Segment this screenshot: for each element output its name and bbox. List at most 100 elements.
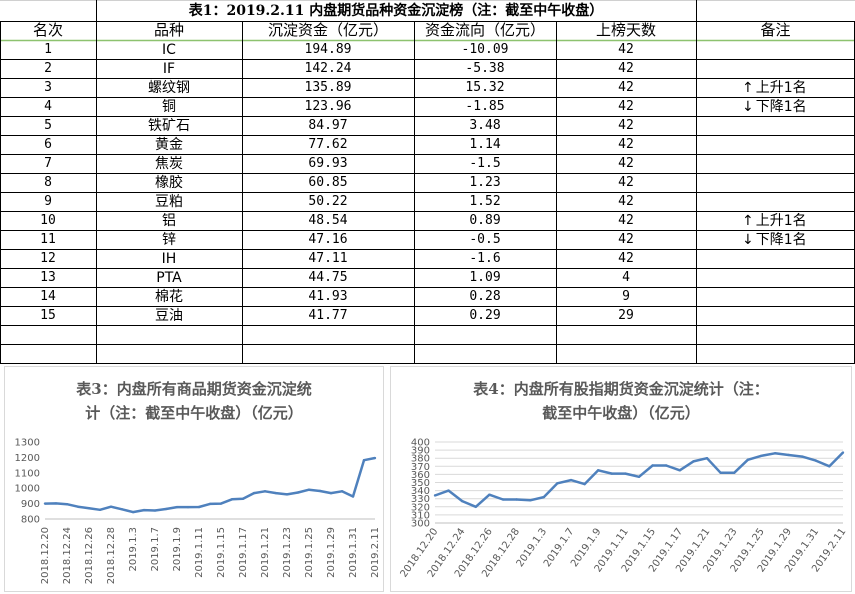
- data-point: [208, 502, 212, 506]
- arrow-up-icon: ↑: [742, 212, 754, 229]
- cell-flow: -0.5: [469, 232, 501, 247]
- cell-funds: 47.16: [308, 232, 348, 247]
- data-point: [787, 453, 790, 457]
- x-tick-label: 2019.1.3: [128, 527, 139, 572]
- cell-name: PTA: [156, 269, 182, 286]
- cell-note: [696, 135, 855, 154]
- data-point: [230, 498, 234, 501]
- cell-funds: 135.89: [304, 80, 352, 95]
- data-point: [54, 502, 58, 505]
- cell-flow: -10.09: [461, 42, 509, 57]
- data-point: [610, 472, 613, 475]
- data-point: [461, 499, 464, 503]
- cell-rank: 7: [44, 156, 52, 171]
- cell-funds: 41.77: [308, 308, 348, 323]
- y-tick-label: 350: [411, 478, 430, 489]
- cell-note: [696, 116, 855, 135]
- y-tick-label: 800: [21, 515, 40, 526]
- chart-title-line-1: 表3：内盘所有商品期货资金沉淀统: [76, 380, 312, 398]
- cell-funds: 60.85: [308, 175, 348, 190]
- chart-title: 表3：内盘所有商品期货资金沉淀统 计（注：截至中午收盘）（亿元）: [5, 377, 383, 425]
- data-point: [142, 508, 146, 512]
- y-tick-label: 360: [411, 470, 430, 481]
- header-cell: 沉淀资金（亿元）: [267, 21, 388, 39]
- data-point: [307, 488, 311, 491]
- data-point: [87, 507, 91, 510]
- data-point: [678, 469, 681, 472]
- cell-rank: 12: [40, 251, 56, 266]
- cell-rank: 1: [44, 42, 52, 57]
- cell-days: 42: [618, 80, 634, 95]
- rank-change-text: 下降1名: [755, 231, 807, 248]
- y-tick-label: 320: [411, 502, 430, 513]
- rank-change-text: 下降1名: [755, 98, 807, 115]
- data-point: [109, 505, 113, 508]
- cell-funds: 77.62: [308, 137, 348, 152]
- data-point: [746, 458, 749, 462]
- data-point: [65, 503, 69, 506]
- chart-commodity-funds: 表3：内盘所有商品期货资金沉淀统 计（注：截至中午收盘）（亿元） 800 900 1…: [4, 366, 384, 592]
- cell-name: 棉花: [155, 288, 183, 305]
- data-point: [542, 495, 545, 499]
- cell-rank: 9: [44, 194, 52, 209]
- table-gridlines: [0, 0, 855, 364]
- cell-flow: 1.52: [469, 194, 501, 209]
- cell-funds: 47.11: [308, 251, 348, 266]
- data-point: [274, 491, 278, 495]
- y-tick-label: 370: [411, 462, 430, 473]
- x-tick-label: 2019.1.17: [238, 527, 249, 578]
- y-tick-label: 300: [411, 519, 430, 530]
- chart-plot-area: 800 900 1000 1100 1200 1300 2018.12.20 2018.12.…: [15, 438, 381, 585]
- cell-days: 42: [618, 99, 634, 114]
- cell-rank: 2: [44, 61, 52, 76]
- chart-plot-area: 3003103203303403503603703803904002018.12…: [399, 438, 849, 580]
- cell-note: [696, 173, 855, 192]
- y-tick-label: 340: [411, 486, 430, 497]
- data-point: [760, 454, 763, 457]
- cell-note: ↓ 下降1名: [696, 230, 855, 249]
- cell-flow: -1.85: [465, 99, 505, 114]
- cell-rank: 8: [44, 175, 52, 190]
- cell-rank: 10: [40, 213, 56, 228]
- x-tick-label: 2019.1.31: [348, 527, 359, 578]
- data-point: [488, 493, 491, 496]
- chart-title-line-2: 计（注：截至中午收盘）（亿元）: [85, 404, 303, 422]
- cell-name: 豆粕: [155, 193, 183, 210]
- header-cell: 备注: [760, 21, 791, 39]
- data-point: [433, 494, 437, 497]
- x-tick-label: 2019.1.7: [150, 527, 161, 572]
- cell-flow: 15.32: [465, 80, 505, 95]
- data-point: [175, 505, 179, 509]
- data-point: [733, 471, 736, 474]
- rank-change-text: 上升1名: [755, 79, 807, 96]
- data-point: [828, 465, 831, 468]
- cell-rank: 4: [44, 99, 52, 114]
- data-point: [241, 497, 245, 500]
- cell-days: 42: [618, 232, 634, 247]
- cell-name: 螺纹钢: [148, 79, 190, 96]
- y-tick-label: 900: [21, 499, 40, 510]
- cell-note: ↑ 上升1名: [696, 211, 855, 230]
- arrow-up-icon: ↑: [742, 79, 754, 96]
- cell-flow: 1.23: [469, 175, 501, 190]
- header-cell: 名次: [32, 21, 63, 39]
- cell-funds: 142.24: [304, 61, 352, 76]
- y-tick-label: 1100: [15, 468, 40, 479]
- y-tick-label: 1200: [15, 453, 40, 464]
- x-tick-label: 2018.12.28: [106, 527, 117, 584]
- data-point: [373, 456, 377, 460]
- data-point: [252, 491, 256, 495]
- cell-note: [696, 154, 855, 173]
- chart-title-line-2: 截至中午收盘）（亿元）: [542, 404, 700, 422]
- cell-funds: 48.54: [308, 213, 348, 228]
- cell-flow: 3.48: [469, 118, 501, 133]
- cell-name: 铁矿石: [148, 117, 190, 134]
- data-point: [362, 458, 366, 462]
- cell-flow: 0.28: [469, 289, 501, 304]
- y-tick-label: 1300: [15, 438, 40, 449]
- x-tick-label: 2019.1.29: [326, 527, 337, 578]
- chart-title-line-1: 表4：内盘所有股指期货资金沉淀统计（注：: [473, 380, 769, 398]
- data-point: [569, 478, 573, 482]
- data-point: [841, 451, 845, 454]
- data-point: [329, 491, 333, 495]
